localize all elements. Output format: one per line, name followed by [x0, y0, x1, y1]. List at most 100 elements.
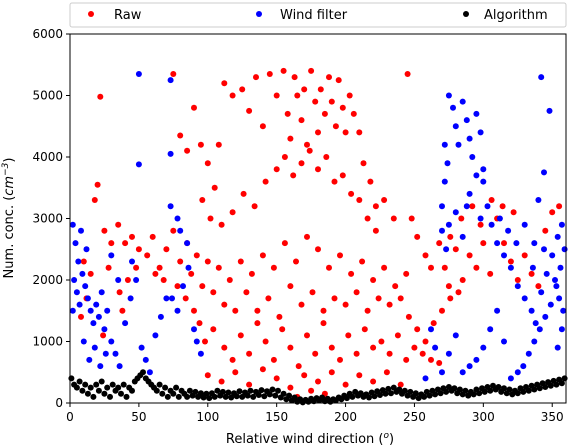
data-point: [246, 350, 253, 357]
data-point: [75, 258, 82, 265]
data-point: [445, 92, 452, 99]
legend-marker-wind-filter: [256, 11, 262, 17]
data-point: [488, 197, 495, 203]
data-point: [259, 252, 266, 259]
data-point: [556, 295, 563, 302]
legend-marker-raw: [88, 11, 94, 17]
data-point: [84, 390, 91, 397]
data-point: [366, 394, 372, 401]
data-point: [210, 289, 217, 296]
data-point: [480, 240, 487, 247]
x-tick-label: 100: [196, 410, 219, 424]
data-point: [414, 233, 421, 240]
data-point: [397, 295, 404, 302]
data-point: [240, 190, 247, 197]
data-point: [298, 160, 305, 167]
data-point: [501, 385, 507, 392]
data-point: [164, 393, 171, 400]
legend-marker-algorithm: [463, 11, 469, 17]
data-point: [381, 197, 388, 203]
data-point: [156, 264, 163, 271]
data-point: [229, 92, 236, 99]
data-point: [531, 386, 538, 393]
data-point: [228, 394, 235, 401]
x-tick-label: 350: [541, 410, 564, 424]
data-point: [129, 258, 135, 265]
data-point: [459, 369, 466, 376]
data-point: [118, 390, 124, 397]
data-point: [558, 221, 565, 228]
data-points: [68, 67, 568, 406]
data-point: [473, 110, 480, 117]
data-point: [558, 380, 565, 387]
data-point: [390, 215, 397, 222]
data-point: [456, 386, 463, 393]
data-point: [477, 221, 484, 228]
data-point: [69, 221, 76, 228]
data-point: [186, 387, 193, 394]
data-point: [561, 375, 568, 382]
data-point: [342, 381, 349, 388]
data-point: [87, 307, 94, 314]
data-point: [149, 233, 156, 240]
data-point: [281, 240, 288, 247]
data-point: [470, 391, 477, 398]
data-point: [291, 74, 298, 81]
data-point: [188, 270, 195, 277]
data-point: [109, 381, 116, 388]
legend-label-algorithm: Algorithm: [484, 8, 548, 23]
data-point: [561, 246, 568, 253]
data-point: [535, 283, 542, 290]
data-point: [265, 295, 272, 302]
data-point: [82, 283, 89, 290]
data-point: [335, 77, 342, 84]
data-point: [104, 307, 111, 314]
data-point: [370, 344, 377, 351]
data-point: [381, 264, 388, 271]
data-point: [488, 221, 495, 228]
data-point: [122, 320, 129, 327]
data-point: [215, 141, 222, 148]
data-point: [167, 77, 174, 84]
data-point: [542, 313, 549, 320]
data-point: [124, 277, 131, 283]
data-point: [133, 277, 140, 283]
data-point: [78, 227, 84, 234]
data-point: [170, 227, 177, 234]
data-point: [294, 92, 301, 99]
data-point: [157, 313, 164, 320]
data-point: [87, 270, 94, 277]
data-point: [361, 326, 368, 333]
data-point: [543, 270, 550, 277]
data-point: [315, 129, 321, 136]
data-point: [328, 369, 335, 376]
data-point: [191, 326, 197, 333]
data-point: [197, 350, 204, 357]
data-point: [441, 141, 448, 148]
data-point: [170, 390, 177, 397]
data-point: [403, 356, 410, 363]
data-point: [473, 264, 480, 271]
data-point: [436, 240, 443, 247]
data-point: [219, 388, 226, 395]
data-point: [496, 215, 503, 222]
data-point: [270, 356, 277, 363]
data-point: [135, 246, 142, 253]
data-point: [174, 215, 181, 222]
data-point: [180, 283, 186, 290]
data-point: [408, 215, 415, 222]
data-point: [386, 301, 393, 308]
data-point: [339, 172, 346, 179]
data-point: [175, 393, 182, 400]
data-point: [115, 221, 122, 228]
data-point: [452, 209, 459, 216]
data-point: [326, 74, 332, 81]
data-point: [390, 384, 397, 391]
legend-label-wind-filter: Wind filter: [280, 8, 348, 23]
data-point: [254, 307, 261, 314]
data-point: [177, 132, 184, 139]
x-axis-ticks: 0 50 100 150 200 250 300 350: [66, 403, 564, 424]
data-point: [204, 258, 211, 265]
data-point: [123, 393, 130, 400]
x-axis-label: Relative wind direction (o): [226, 431, 394, 447]
